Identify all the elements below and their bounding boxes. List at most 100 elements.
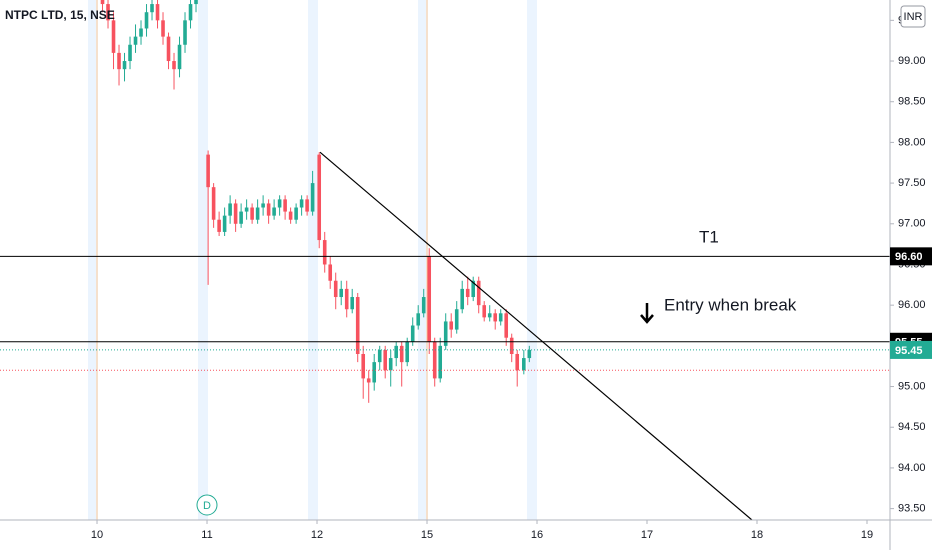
x-tick-label: 16 xyxy=(531,529,543,541)
candle-body xyxy=(504,313,508,337)
candle-body xyxy=(356,297,360,354)
candle-body xyxy=(334,281,338,297)
x-tick-label: 15 xyxy=(421,529,433,541)
candle-body xyxy=(294,208,298,220)
x-tick-label: 11 xyxy=(201,529,212,541)
candle-body xyxy=(128,45,132,61)
candle-body xyxy=(134,37,138,45)
candle-body xyxy=(212,187,216,220)
y-tick-label: 95.00 xyxy=(898,380,926,392)
session-band xyxy=(308,0,318,520)
candle-body xyxy=(217,220,221,232)
candle-body xyxy=(311,183,315,211)
candle-body xyxy=(394,346,398,358)
candle-body xyxy=(289,212,293,220)
y-tick-label: 98.50 xyxy=(898,96,926,108)
session-band xyxy=(527,0,537,520)
candle-body xyxy=(278,199,282,207)
candle-body xyxy=(117,53,121,69)
candle-body xyxy=(522,358,526,370)
candle-body xyxy=(350,297,354,309)
annotation: T1 xyxy=(699,227,719,246)
candle-body xyxy=(339,289,343,297)
candle-body xyxy=(510,338,514,354)
candle-body xyxy=(482,305,486,317)
candle-body xyxy=(488,313,492,317)
candle-body xyxy=(150,4,154,12)
candle-body xyxy=(305,199,309,211)
candle-body xyxy=(449,321,453,329)
candle-body xyxy=(256,208,260,220)
candle-body xyxy=(405,342,409,362)
candle-body xyxy=(378,350,382,362)
candle-body xyxy=(422,297,426,313)
candle-body xyxy=(515,354,519,370)
x-tick-label: 18 xyxy=(751,529,763,541)
candle-body xyxy=(323,240,327,264)
candle-body xyxy=(416,313,420,325)
annotation: Entry when break xyxy=(664,295,797,314)
candle-body xyxy=(189,4,193,20)
y-tick-label: 94.50 xyxy=(898,421,926,433)
candle-body xyxy=(234,203,238,223)
y-tick-label: 99.00 xyxy=(898,55,926,67)
candle-body xyxy=(300,199,304,207)
currency-label[interactable]: INR xyxy=(904,11,923,23)
x-tick-label: 19 xyxy=(861,529,873,541)
candle-body xyxy=(112,20,116,53)
candle-body xyxy=(239,212,243,224)
candle-body xyxy=(283,199,287,211)
candle-body xyxy=(317,155,321,240)
arrow-down xyxy=(641,303,653,322)
x-tick-label: 17 xyxy=(641,529,653,541)
candle-body xyxy=(328,264,332,280)
candle-body xyxy=(272,208,276,216)
candle-body xyxy=(245,208,249,212)
x-tick-label: 12 xyxy=(311,529,323,541)
price-label: 95.45 xyxy=(895,345,923,357)
candle-body xyxy=(167,37,171,61)
candle-body xyxy=(223,216,227,232)
chart: 93.5094.0094.5095.0095.5096.0096.5097.00… xyxy=(0,0,932,550)
candle-body xyxy=(172,61,176,69)
session-bands xyxy=(88,0,537,520)
y-tick-label: 98.00 xyxy=(898,136,926,148)
candle-body xyxy=(438,346,442,379)
candle-body xyxy=(161,20,165,36)
chart-title: NTPC LTD, 15, NSE xyxy=(5,8,115,22)
y-tick-label: 93.50 xyxy=(898,503,926,515)
candle-body xyxy=(250,208,254,220)
candle-body xyxy=(194,0,198,4)
candle-body xyxy=(466,289,470,297)
y-tick-label: 97.00 xyxy=(898,218,926,230)
candle-body xyxy=(145,12,149,28)
candle-body xyxy=(427,256,431,341)
x-tick-label: 10 xyxy=(91,529,103,541)
candle-body xyxy=(389,358,393,370)
candle-body xyxy=(361,354,365,378)
candle-body xyxy=(400,346,404,362)
plot-area xyxy=(0,0,890,520)
candle-body xyxy=(123,61,127,69)
event-marker-label[interactable]: D xyxy=(203,500,211,512)
candle-body xyxy=(367,378,371,382)
candle-body xyxy=(528,350,532,358)
candle-body xyxy=(345,289,349,309)
candle-body xyxy=(261,203,265,207)
candle-body xyxy=(455,309,459,329)
session-band xyxy=(198,0,208,520)
candle-body xyxy=(433,342,437,379)
candle-body xyxy=(228,203,232,215)
candle-body xyxy=(411,326,415,342)
candle-body xyxy=(206,155,210,188)
candle-body xyxy=(383,350,387,370)
candle-body xyxy=(267,203,271,215)
y-tick-label: 97.50 xyxy=(898,177,926,189)
price-label: 96.60 xyxy=(895,251,923,263)
candle-body xyxy=(499,313,503,321)
candle-body xyxy=(183,20,187,44)
y-tick-label: 96.00 xyxy=(898,299,926,311)
candle-body xyxy=(372,362,376,382)
candle-body xyxy=(101,0,105,4)
candle-body xyxy=(178,45,182,69)
